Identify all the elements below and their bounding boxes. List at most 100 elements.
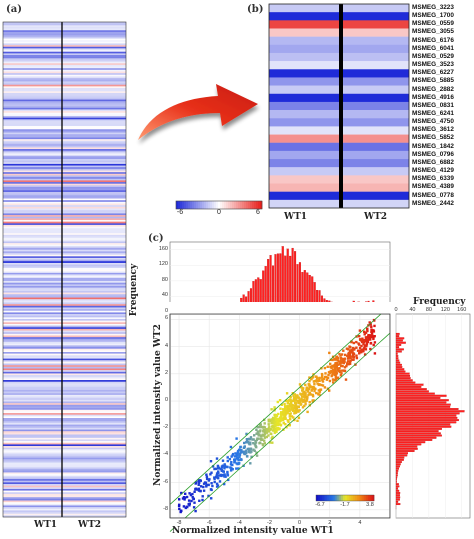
heatmap-b-cell — [269, 12, 341, 21]
scatter-point — [187, 499, 191, 502]
scatter-point — [345, 347, 349, 350]
gene-label: MSMEG_2882 — [412, 85, 454, 93]
scatter-point — [213, 467, 216, 471]
heatmap-a-row — [3, 243, 126, 246]
heatmap-a-row — [3, 154, 126, 156]
heatmap-a-row — [3, 231, 126, 234]
colorbar-b-segment — [220, 201, 223, 209]
heatmap-a-row — [3, 355, 126, 358]
scatter-point — [277, 428, 280, 431]
heatmap-a-row — [3, 371, 126, 374]
scatter-point — [214, 467, 218, 470]
heatmap-a-row — [3, 46, 126, 49]
scatter-point — [296, 399, 300, 402]
scatter-point — [358, 329, 362, 332]
scatter-ytick: -4 — [163, 451, 168, 458]
heatmap-a-row — [3, 35, 126, 38]
scatter-point — [356, 349, 360, 352]
heatmap-a-row — [3, 25, 126, 28]
scatter-point — [247, 437, 251, 441]
heatmap-b-cell — [341, 69, 409, 78]
scatter-frame-border — [169, 313, 391, 519]
scatter-point — [253, 449, 256, 452]
scatter-point — [196, 488, 199, 491]
scatter-point — [342, 359, 345, 362]
heatmap-a-row — [3, 307, 126, 310]
scatter-point — [325, 375, 328, 379]
heatmap-a-row — [3, 43, 126, 46]
scatter-point — [192, 497, 195, 501]
scatter-point — [320, 372, 324, 376]
scatter-point — [348, 351, 351, 354]
heatmap-a-row — [3, 58, 126, 61]
heatmap-a-row — [3, 394, 126, 397]
scatter-colorbar-segment — [337, 495, 340, 501]
heatmap-a-row — [3, 363, 126, 366]
scatter-point — [223, 482, 226, 486]
hist-right-bar — [395, 492, 401, 494]
scatter-point — [369, 347, 372, 351]
heatmap-a-row — [3, 500, 126, 503]
heatmap-a-frame — [2, 21, 127, 518]
scatter-point — [299, 385, 303, 389]
scatter-point — [301, 395, 304, 398]
scatter-point — [245, 452, 248, 455]
hist-right-bar — [395, 503, 401, 506]
heatmap-a-row — [3, 188, 126, 191]
scatter-point — [365, 343, 369, 346]
scatter-point — [336, 359, 339, 362]
heatmap-a-row — [3, 469, 126, 472]
scatter-point — [226, 459, 229, 463]
hist-right-bar — [395, 363, 402, 366]
heatmap-a-row — [3, 89, 126, 92]
scatter-point — [266, 428, 269, 432]
scatter-point — [198, 499, 201, 502]
scatter-point — [275, 414, 279, 418]
heatmap-a-row — [3, 196, 126, 199]
scatter-point — [333, 363, 336, 367]
scatter-point — [268, 425, 271, 428]
hist-right-bar — [395, 410, 465, 413]
scatter-point — [347, 360, 350, 363]
scatter-plot — [158, 302, 402, 532]
heatmap-a-row — [3, 267, 126, 270]
scatter-point — [271, 421, 275, 424]
scatter-point — [349, 359, 352, 362]
scatter-point — [256, 432, 260, 436]
scatter-point — [267, 434, 270, 437]
heatmap-a-row — [3, 284, 126, 287]
scatter-point — [347, 353, 350, 356]
heatmap-a-row — [3, 460, 126, 463]
heatmap-b-cell — [341, 4, 409, 13]
scatter-point — [190, 499, 193, 503]
heatmap-a-row — [3, 257, 126, 260]
scatter-point — [270, 418, 273, 421]
scatter-colorbar-segment — [327, 495, 330, 501]
scatter-point — [317, 389, 320, 392]
heatmap-a-row — [3, 409, 126, 412]
colorbar-b-segment — [256, 201, 259, 209]
scatter-point — [369, 338, 372, 341]
scatter-point — [249, 447, 253, 450]
gene-label: MSMEG_2442 — [412, 199, 454, 207]
scatter-point — [337, 369, 340, 372]
scatter-point — [282, 421, 285, 425]
heatmap-b-cell — [341, 159, 409, 168]
hist-right-bar — [395, 405, 451, 408]
scatter-ytick: 0 — [164, 397, 168, 404]
heatmap-a-row — [3, 439, 126, 442]
scatter-point — [352, 355, 355, 358]
heatmap-a-row — [3, 282, 126, 285]
scatter-point — [362, 340, 365, 344]
heatmap-a-row — [3, 106, 126, 109]
heatmap-b-cell — [269, 118, 341, 127]
scatter-point — [337, 356, 340, 359]
heatmap-a-row — [3, 449, 126, 452]
heatmap-a-row — [3, 429, 126, 432]
hist-right-bar — [395, 416, 458, 419]
heatmap-a-row — [3, 86, 126, 89]
heatmap-a-col-label-2: WT2 — [78, 520, 102, 530]
scatter-ytick: 4 — [164, 342, 168, 349]
scatter-point — [341, 361, 344, 364]
hist-right-bar — [395, 403, 451, 406]
